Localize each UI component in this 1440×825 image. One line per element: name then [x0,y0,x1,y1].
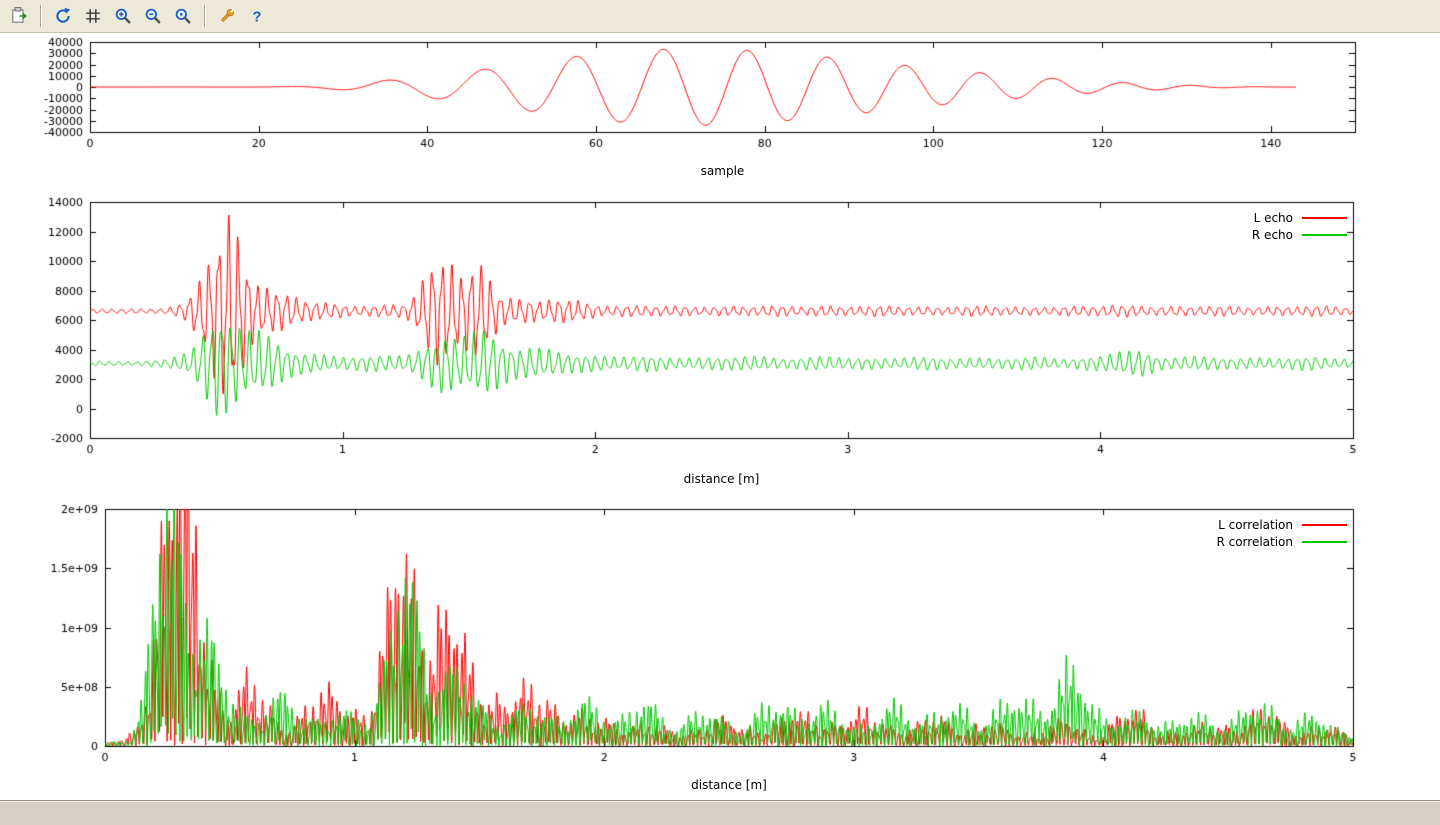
toolbar-separator [204,5,206,27]
grid-button[interactable] [79,2,107,30]
zoom-out-icon [145,8,161,24]
legend-line-sample [1302,216,1347,219]
export-plot-button[interactable] [5,2,33,30]
replot-button[interactable] [49,2,77,30]
grid-icon [86,9,100,23]
legend-entry-l-echo: L echo [1252,209,1347,226]
chart-correlation-canvas[interactable] [0,498,1440,770]
zoom-reset-icon [175,8,191,24]
svg-text:?: ? [253,9,262,25]
replot-icon [56,7,71,23]
toolbar: ? [0,0,1440,33]
chart-pulse-x-axis-title: sample [700,164,745,178]
legend-entry-r-echo: R echo [1252,226,1347,243]
help-icon: ? [253,9,262,25]
chart-echo-canvas[interactable] [0,193,1440,468]
toolbar-separator [40,5,42,27]
legend-label: R echo [1251,227,1293,242]
chart-correlation-x-axis-title: distance [m] [691,778,767,792]
config-button[interactable] [213,2,241,30]
help-button[interactable]: ? [243,2,271,30]
legend-correlation: L correlation R correlation [1216,516,1347,550]
status-bar [0,800,1440,825]
zoom-in-button[interactable] [109,2,137,30]
legend-label: L echo [1253,210,1293,225]
legend-entry-l-correlation: L correlation [1216,516,1347,533]
legend-label: L correlation [1218,517,1293,532]
chart-pulse-canvas[interactable] [0,33,1440,193]
legend-line-sample [1302,540,1347,543]
wrench-icon [221,8,235,22]
zoom-reset-button[interactable] [169,2,197,30]
legend-line-sample [1302,233,1347,236]
zoom-out-button[interactable] [139,2,167,30]
zoom-in-icon [115,8,131,24]
legend-line-sample [1302,523,1347,526]
export-plot-icon [12,7,27,23]
legend-entry-r-correlation: R correlation [1216,533,1347,550]
legend-echo: L echo R echo [1252,209,1347,243]
legend-label: R correlation [1216,534,1293,549]
chart-echo-x-axis-title: distance [m] [683,472,760,486]
